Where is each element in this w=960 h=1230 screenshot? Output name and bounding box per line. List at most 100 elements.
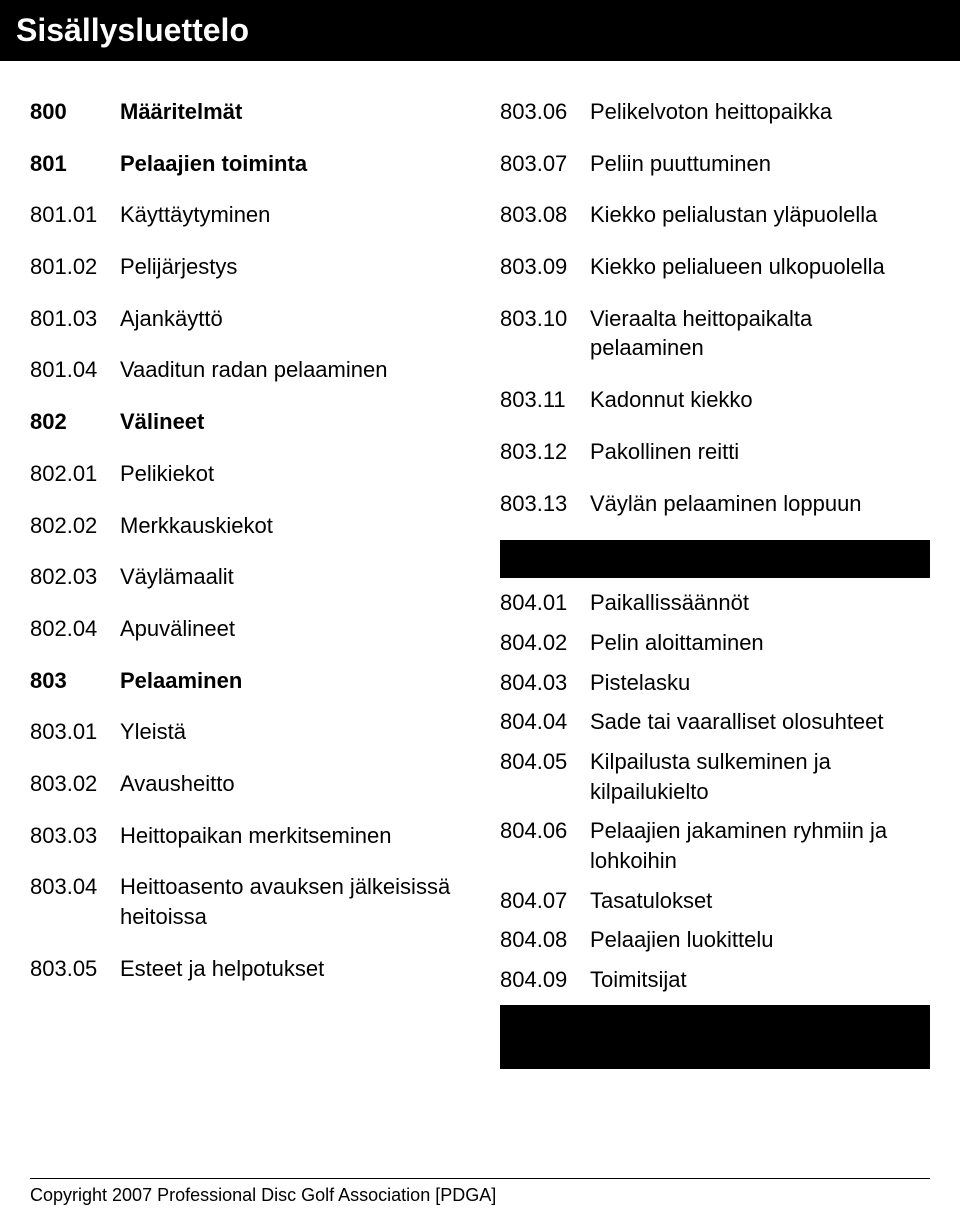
toc-entry-number: 801.02 <box>30 252 120 282</box>
toc-entry-number: 804.09 <box>500 965 590 995</box>
toc-entry: 804.09Toimitsijat <box>500 965 930 995</box>
toc-entry: 802.02Merkkauskiekot <box>30 511 460 541</box>
toc-entry: 803.03Heittopaikan merkitseminen <box>30 821 460 851</box>
toc-entry-text: Heittopaikan merkitseminen <box>120 821 460 851</box>
toc-entry-text: Pakollinen reitti <box>590 437 930 467</box>
toc-entry: 801.02Pelijärjestys <box>30 252 460 282</box>
toc-entry-number: 801.01 <box>30 200 120 230</box>
toc-entry-text: Kilpailusta sulkeminen ja kilpailukielto <box>590 747 930 806</box>
toc-entry: 804.01Paikallissäännöt <box>500 588 930 618</box>
toc-subsection-804: 804.01Paikallissäännöt804.02Pelin aloitt… <box>500 588 930 995</box>
footer: Copyright 2007 Professional Disc Golf As… <box>30 1178 930 1206</box>
toc-entry-number: 801 <box>30 149 120 179</box>
toc-entry-text: Pelikelvoton heittopaikka <box>590 97 930 127</box>
toc-entry: 803.01Yleistä <box>30 717 460 747</box>
page-title: Sisällysluettelo <box>0 0 960 61</box>
toc-entry-number: 802.01 <box>30 459 120 489</box>
toc-entry-text: Apuvälineet <box>120 614 460 644</box>
toc-section-number: 805 <box>508 1011 590 1063</box>
toc-entry-number: 803.12 <box>500 437 590 467</box>
toc-entry-number: 803.11 <box>500 385 590 415</box>
copyright-text: Copyright 2007 Professional Disc Golf As… <box>30 1185 496 1205</box>
toc-entry: 803.05Esteet ja helpotukset <box>30 954 460 984</box>
toc-entry-text: Pelaaminen <box>120 666 460 696</box>
toc-entry: 803.02Avausheitto <box>30 769 460 799</box>
toc-entry: 803.04Heittoasento avauksen jälkeisissä … <box>30 872 460 931</box>
toc-entry: 801.03Ajankäyttö <box>30 304 460 334</box>
toc-entry: 803.13Väylän pelaaminen loppuun <box>500 489 930 519</box>
toc-entry-number: 802.04 <box>30 614 120 644</box>
toc-entry-text: Määritelmät <box>120 97 460 127</box>
toc-entry: 803Pelaaminen <box>30 666 460 696</box>
toc-entry: 803.07Peliin puuttuminen <box>500 149 930 179</box>
toc-entry-number: 804.05 <box>500 747 590 806</box>
toc-entry: 801.04Vaaditun radan pelaaminen <box>30 355 460 385</box>
toc-entry: 803.10Vieraalta heittopaikalta pelaamine… <box>500 304 930 363</box>
toc-entry-number: 804.07 <box>500 886 590 916</box>
toc-entry: 803.12Pakollinen reitti <box>500 437 930 467</box>
toc-entry: 802.04Apuvälineet <box>30 614 460 644</box>
toc-entry-text: Yleistä <box>120 717 460 747</box>
toc-entry: 804.06Pelaajien jakaminen ryhmiin ja loh… <box>500 816 930 875</box>
toc-entry-number: 804.02 <box>500 628 590 658</box>
toc-content: 800Määritelmät801Pelaajien toiminta801.0… <box>0 97 960 1079</box>
toc-section-bar: 804Menettelyt kilpailutilanteessa <box>500 540 930 578</box>
toc-entry-number: 802.03 <box>30 562 120 592</box>
toc-entry-text: Pelaajien luokittelu <box>590 925 930 955</box>
toc-entry-text: Avausheitto <box>120 769 460 799</box>
toc-entry-text: Pelaajien jakaminen ryhmiin ja lohkoihin <box>590 816 930 875</box>
toc-entry-text: Pelijärjestys <box>120 252 460 282</box>
toc-entry: 803.11Kadonnut kiekko <box>500 385 930 415</box>
toc-entry-number: 801.03 <box>30 304 120 334</box>
toc-entry-text: Väylämaalit <box>120 562 460 592</box>
toc-entry: 804.03Pistelasku <box>500 668 930 698</box>
toc-entry-number: 803.04 <box>30 872 120 931</box>
toc-entry: 804.05Kilpailusta sulkeminen ja kilpailu… <box>500 747 930 806</box>
toc-entry: 803.08Kiekko pelialustan yläpuolella <box>500 200 930 230</box>
toc-entry: 801.01Käyttäytyminen <box>30 200 460 230</box>
toc-entry-number: 803.03 <box>30 821 120 851</box>
toc-entry: 804.04Sade tai vaaralliset olosuhteet <box>500 707 930 737</box>
toc-entry: 803.06Pelikelvoton heittopaikka <box>500 97 930 127</box>
right-column: 803.06Pelikelvoton heittopaikka803.07Pel… <box>500 97 930 1079</box>
toc-section-text: Menettelyt kilpailutilanteessa <box>590 546 922 572</box>
toc-entry-number: 804.01 <box>500 588 590 618</box>
toc-entry-number: 803.05 <box>30 954 120 984</box>
toc-entry-number: 803.10 <box>500 304 590 363</box>
toc-entry-text: Vieraalta heittopaikalta pelaaminen <box>590 304 930 363</box>
toc-entry-number: 803.06 <box>500 97 590 127</box>
toc-entry-text: Väylän pelaaminen loppuun <box>590 489 930 519</box>
toc-entry-text: Ajankäyttö <box>120 304 460 334</box>
toc-entry-text: Sade tai vaaralliset olosuhteet <box>590 707 930 737</box>
toc-entry-text: Kiekko pelialustan yläpuolella <box>590 200 930 230</box>
toc-entry-text: Peliin puuttuminen <box>590 149 930 179</box>
toc-entry-text: Vaaditun radan pelaaminen <box>120 355 460 385</box>
toc-entry-number: 800 <box>30 97 120 127</box>
toc-entry-number: 804.03 <box>500 668 590 698</box>
toc-entry-text: Esteet ja helpotukset <box>120 954 460 984</box>
toc-entry-text: Heittoasento avauksen jälkeisissä heitoi… <box>120 872 460 931</box>
toc-entry-text: Pelikiekot <box>120 459 460 489</box>
toc-section-number: 804 <box>508 546 590 572</box>
toc-entry-number: 802.02 <box>30 511 120 541</box>
toc-entry: 801Pelaajien toiminta <box>30 149 460 179</box>
toc-entry-number: 804.08 <box>500 925 590 955</box>
toc-entry-text: Välineet <box>120 407 460 437</box>
toc-entry: 802Välineet <box>30 407 460 437</box>
toc-entry-text: Pelin aloittaminen <box>590 628 930 658</box>
toc-entry-text: Pelaajien toiminta <box>120 149 460 179</box>
toc-entry-number: 804.06 <box>500 816 590 875</box>
toc-entry-number: 801.04 <box>30 355 120 385</box>
toc-entry-number: 803.07 <box>500 149 590 179</box>
toc-entry-text: Kiekko pelialueen ulkopuolella <box>590 252 930 282</box>
toc-entry: 804.02Pelin aloittaminen <box>500 628 930 658</box>
toc-entry-number: 803 <box>30 666 120 696</box>
toc-entry-number: 803.13 <box>500 489 590 519</box>
toc-section-bar: 805Mitat ja välineiden tekniset määräyks… <box>500 1005 930 1069</box>
toc-entry-text: Tasatulokset <box>590 886 930 916</box>
toc-entry: 803.09Kiekko pelialueen ulkopuolella <box>500 252 930 282</box>
toc-entry-text: Merkkauskiekot <box>120 511 460 541</box>
left-column: 800Määritelmät801Pelaajien toiminta801.0… <box>30 97 460 1079</box>
toc-entry-number: 803.01 <box>30 717 120 747</box>
toc-entry-text: Paikallissäännöt <box>590 588 930 618</box>
